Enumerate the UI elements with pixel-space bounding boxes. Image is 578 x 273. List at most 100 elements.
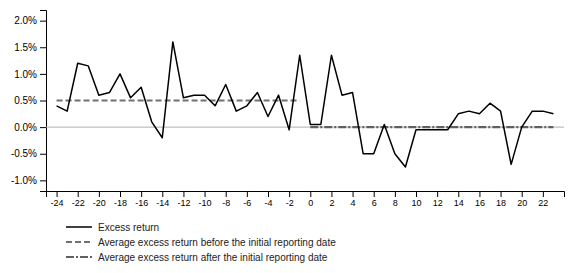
- x-tick: 18: [496, 191, 506, 208]
- y-tick-mark: [40, 21, 46, 22]
- x-tick: -6: [243, 191, 251, 208]
- x-tick-mark: [501, 191, 502, 197]
- x-tick-label: -2: [286, 198, 294, 208]
- x-axis-line: [47, 192, 565, 198]
- x-tick-mark: [120, 191, 121, 197]
- x-tick: 2: [329, 191, 334, 208]
- x-tick-mark: [205, 191, 206, 197]
- x-tick-label: 4: [351, 198, 356, 208]
- x-tick-label: 0: [308, 198, 313, 208]
- x-tick-mark: [543, 191, 544, 197]
- x-tick-label: 22: [538, 198, 548, 208]
- y-tick-label: 1.0%: [14, 69, 37, 80]
- x-tick: 16: [475, 191, 485, 208]
- x-tick-mark: [162, 191, 163, 197]
- y-tick-mark: [40, 47, 46, 48]
- x-tick-label: 14: [454, 198, 464, 208]
- x-tick-mark: [395, 191, 396, 197]
- x-tick-mark: [437, 191, 438, 197]
- x-tick-mark: [183, 191, 184, 197]
- x-axis: -24-22-20-18-16-14-12-10-8-6-4-202468101…: [47, 191, 565, 208]
- y-axis: -1.0% -0.5% 0.0% 0.5% 1.0% 1.5% 2.0%: [11, 11, 47, 192]
- chart: -24-22-20-18-16-14-12-10-8-6-4-202468101…: [0, 0, 578, 273]
- y-tick-label: 0.5%: [14, 95, 37, 106]
- x-tick-label: 20: [517, 198, 527, 208]
- x-tick-label: -16: [135, 198, 148, 208]
- x-tick: 12: [433, 191, 443, 208]
- reference-line: [46, 127, 564, 128]
- x-tick-label: 10: [411, 198, 421, 208]
- x-tick: 14: [454, 191, 464, 208]
- x-tick: -18: [114, 191, 127, 208]
- y-tick-label: -0.5%: [11, 148, 37, 159]
- x-tick: -2: [286, 191, 294, 208]
- x-tick-mark: [141, 191, 142, 197]
- y-tick-label: 2.0%: [14, 15, 37, 26]
- x-tick-mark: [247, 191, 248, 197]
- y-tick: 0.5%: [14, 95, 46, 106]
- x-tick-label: -12: [177, 198, 190, 208]
- y-tick-mark: [40, 180, 46, 181]
- x-tick: -12: [177, 191, 190, 208]
- x-tick-mark: [310, 191, 311, 197]
- x-tick-label: -22: [72, 198, 85, 208]
- x-tick-mark: [416, 191, 417, 197]
- legend-item: Excess return: [66, 222, 159, 233]
- legend-label: Excess return: [98, 222, 159, 233]
- y-tick: 1.5%: [14, 42, 46, 53]
- x-tick-label: -10: [199, 198, 212, 208]
- legend: Excess return Average excess return befor…: [66, 222, 336, 263]
- x-tick: -4: [264, 191, 272, 208]
- x-tick: -24: [51, 191, 64, 208]
- plot-area: [46, 42, 564, 167]
- x-tick: -10: [199, 191, 212, 208]
- y-tick: 1.0%: [14, 69, 46, 80]
- x-tick-mark: [458, 191, 459, 197]
- x-tick: 6: [372, 191, 377, 208]
- series-line: [57, 99, 300, 101]
- y-tick-mark: [40, 154, 46, 155]
- legend-label: Average excess return before the initial…: [98, 237, 336, 248]
- x-tick-mark: [78, 191, 79, 197]
- y-tick-label: 1.5%: [14, 42, 37, 53]
- y-tick-mark: [40, 74, 46, 75]
- x-tick-mark: [374, 191, 375, 197]
- x-tick-label: -4: [264, 198, 272, 208]
- legend-swatch: [66, 226, 92, 228]
- series-line: [310, 126, 553, 128]
- x-tick: -22: [72, 191, 85, 208]
- x-tick-mark: [522, 191, 523, 197]
- x-tick-label: 18: [496, 198, 506, 208]
- x-tick-label: -24: [51, 198, 64, 208]
- x-tick-label: -18: [114, 198, 127, 208]
- y-tick: -0.5%: [11, 148, 46, 159]
- y-tick-label: 0.0%: [14, 122, 37, 133]
- x-tick-mark: [331, 191, 332, 197]
- legend-label: Average excess return after the initial …: [98, 252, 328, 263]
- x-tick-label: -6: [243, 198, 251, 208]
- x-tick-mark: [99, 191, 100, 197]
- x-tick-label: 2: [329, 198, 334, 208]
- y-tick: -1.0%: [11, 175, 46, 186]
- x-tick: -16: [135, 191, 148, 208]
- x-tick: 4: [351, 191, 356, 208]
- x-tick-mark: [268, 191, 269, 197]
- y-tick-mark: [40, 101, 46, 102]
- x-tick-mark: [289, 191, 290, 197]
- x-tick-mark: [57, 191, 58, 197]
- x-tick: 20: [517, 191, 527, 208]
- y-axis-line: [40, 11, 47, 192]
- legend-swatch: [66, 256, 92, 258]
- x-tick-label: -8: [222, 198, 230, 208]
- x-tick-label: -20: [93, 198, 106, 208]
- x-tick-mark: [226, 191, 227, 197]
- legend-swatch: [66, 241, 92, 243]
- x-tick: -20: [93, 191, 106, 208]
- x-tick-mark: [353, 191, 354, 197]
- x-tick-label: 6: [372, 198, 377, 208]
- x-tick-mark: [479, 191, 480, 197]
- y-tick-mark: [40, 127, 46, 128]
- x-tick-label: 12: [433, 198, 443, 208]
- y-tick-label: -1.0%: [11, 175, 37, 186]
- x-tick: -14: [156, 191, 169, 208]
